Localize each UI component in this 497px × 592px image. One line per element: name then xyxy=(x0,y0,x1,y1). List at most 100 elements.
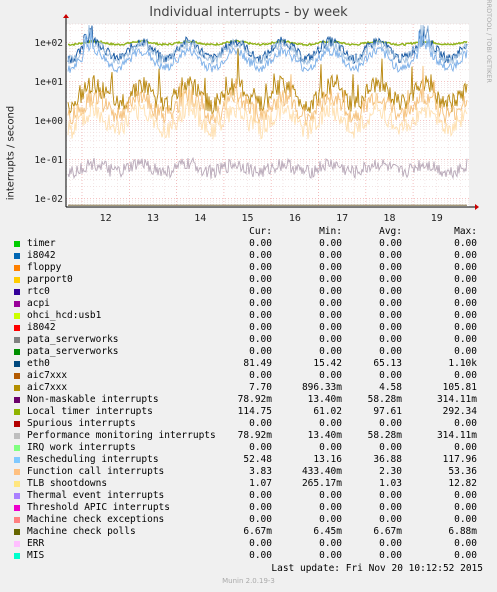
legend-cur: 1.07 xyxy=(249,478,272,489)
legend-swatch xyxy=(14,265,20,271)
legend-cur: 6.67m xyxy=(243,526,272,537)
legend-swatch xyxy=(14,553,20,559)
legend-row: timer 0.00 0.00 0.00 0.00 xyxy=(12,238,492,250)
legend-label: acpi xyxy=(27,298,50,309)
legend-swatch xyxy=(14,505,20,511)
legend-min: 0.00 xyxy=(319,322,342,333)
legend-row: Threshold APIC interrupts 0.00 0.00 0.00 0.0… xyxy=(12,502,492,514)
legend-min: 433.40m xyxy=(301,466,342,477)
legend-cur: 0.00 xyxy=(249,322,272,333)
legend-label: MIS xyxy=(27,550,45,561)
plot-area: 1e+02 1e+01 1e+00 1e-01 1e-02 12 13 14 15 16 17 18 1… xyxy=(34,14,479,224)
legend-label: Performance monitoring interrupts xyxy=(27,430,216,441)
legend-cur: 0.00 xyxy=(249,502,272,513)
legend-label: i8042 xyxy=(27,322,56,333)
legend-row: pata_serverworks 0.00 0.00 0.00 0.00 xyxy=(12,346,492,358)
legend-row: parport0 0.00 0.00 0.00 0.00 xyxy=(12,274,492,286)
legend-row: TLB shootdowns 1.07 265.17m 1.03 12.82 xyxy=(12,478,492,490)
legend-row: rtc0 0.00 0.00 0.00 0.00 xyxy=(12,286,492,298)
legend-swatch xyxy=(14,517,20,523)
munin-version: Munin 2.0.19-3 xyxy=(222,577,275,585)
legend-avg: 0.00 xyxy=(379,538,402,549)
legend-label: Thermal event interrupts xyxy=(27,490,165,501)
legend-avg: 0.00 xyxy=(379,370,402,381)
legend-avg: 0.00 xyxy=(379,346,402,357)
legend-swatch xyxy=(14,301,20,307)
legend-cur: 114.75 xyxy=(237,406,272,417)
legend-label: parport0 xyxy=(27,274,73,285)
legend-min: 6.45m xyxy=(313,526,342,537)
legend-label: ohci_hcd:usb1 xyxy=(27,310,102,321)
legend-label: i8042 xyxy=(27,250,56,261)
legend-swatch xyxy=(14,385,20,391)
legend-min: 13.16 xyxy=(313,454,342,465)
legend-cur: 0.00 xyxy=(249,238,272,249)
legend-max: 0.00 xyxy=(454,250,477,261)
legend-max: 0.00 xyxy=(454,238,477,249)
legend-max: 0.00 xyxy=(454,262,477,273)
legend-cur: 0.00 xyxy=(249,298,272,309)
legend-min: 0.00 xyxy=(319,538,342,549)
legend-cur: 0.00 xyxy=(249,346,272,357)
legend-min: 0.00 xyxy=(319,238,342,249)
legend-max: 0.00 xyxy=(454,490,477,501)
legend-swatch xyxy=(14,241,20,247)
legend-row: ERR 0.00 0.00 0.00 0.00 xyxy=(12,538,492,550)
legend-avg: 58.28m xyxy=(367,394,402,405)
legend-row: ohci_hcd:usb1 0.00 0.00 0.00 0.00 xyxy=(12,310,492,322)
legend-min: 0.00 xyxy=(319,334,342,345)
legend-label: Machine check polls xyxy=(27,526,136,537)
legend-max: 117.96 xyxy=(442,454,477,465)
legend-label: floppy xyxy=(27,262,62,273)
y-tick-label: 1e+01 xyxy=(34,77,63,88)
legend-cur: 0.00 xyxy=(249,274,272,285)
header-min: Min: xyxy=(319,226,342,237)
legend-max: 314.11m xyxy=(436,430,477,441)
legend-cur: 0.00 xyxy=(249,262,272,273)
legend-max: 1.10k xyxy=(448,358,477,369)
legend-max: 0.00 xyxy=(454,322,477,333)
legend-avg: 65.13 xyxy=(373,358,402,369)
legend-swatch xyxy=(14,493,20,499)
legend-row: pata_serverworks 0.00 0.00 0.00 0.00 xyxy=(12,334,492,346)
legend-swatch xyxy=(14,337,20,343)
legend-swatch xyxy=(14,481,20,487)
legend-max: 53.36 xyxy=(448,466,477,477)
x-tick-label: 16 xyxy=(289,213,301,224)
legend-min: 13.40m xyxy=(307,394,342,405)
legend-max: 0.00 xyxy=(454,310,477,321)
legend-swatch xyxy=(14,421,20,427)
legend-max: 0.00 xyxy=(454,274,477,285)
legend-avg: 0.00 xyxy=(379,250,402,261)
legend-table: Cur: Min: Avg: Max: timer 0.00 0.00 0.00 0.0… xyxy=(12,226,492,562)
legend-label: Spurious interrupts xyxy=(27,418,136,429)
legend-row: aic7xxx 7.70 896.33m 4.58 105.81 xyxy=(12,382,492,394)
legend-min: 0.00 xyxy=(319,418,342,429)
legend-min: 0.00 xyxy=(319,442,342,453)
legend-row: Spurious interrupts 0.00 0.00 0.00 0.00 xyxy=(12,418,492,430)
legend-row: IRQ work interrupts 0.00 0.00 0.00 0.00 xyxy=(12,442,492,454)
legend-cur: 3.83 xyxy=(249,466,272,477)
legend-row: Machine check polls 6.67m 6.45m 6.67m 6.88m xyxy=(12,526,492,538)
legend-avg: 0.00 xyxy=(379,238,402,249)
legend-avg: 0.00 xyxy=(379,262,402,273)
legend-max: 105.81 xyxy=(442,382,477,393)
legend-label: eth0 xyxy=(27,358,50,369)
legend-avg: 0.00 xyxy=(379,310,402,321)
legend-row: Rescheduling interrupts 52.48 13.16 36.88 11… xyxy=(12,454,492,466)
legend-label: IRQ work interrupts xyxy=(27,442,136,453)
legend-label: aic7xxx xyxy=(27,382,68,393)
legend-cur: 0.00 xyxy=(249,442,272,453)
legend-max: 0.00 xyxy=(454,346,477,357)
legend-max: 0.00 xyxy=(454,502,477,513)
legend-avg: 0.00 xyxy=(379,334,402,345)
chart-title: Individual interrupts - by week xyxy=(149,5,348,20)
legend-avg: 97.61 xyxy=(373,406,402,417)
legend-cur: 52.48 xyxy=(243,454,272,465)
legend-swatch xyxy=(14,457,20,463)
legend-row: floppy 0.00 0.00 0.00 0.00 xyxy=(12,262,492,274)
legend-avg: 0.00 xyxy=(379,418,402,429)
series-line xyxy=(67,24,468,66)
legend-max: 314.11m xyxy=(436,394,477,405)
legend-row: acpi 0.00 0.00 0.00 0.00 xyxy=(12,298,492,310)
